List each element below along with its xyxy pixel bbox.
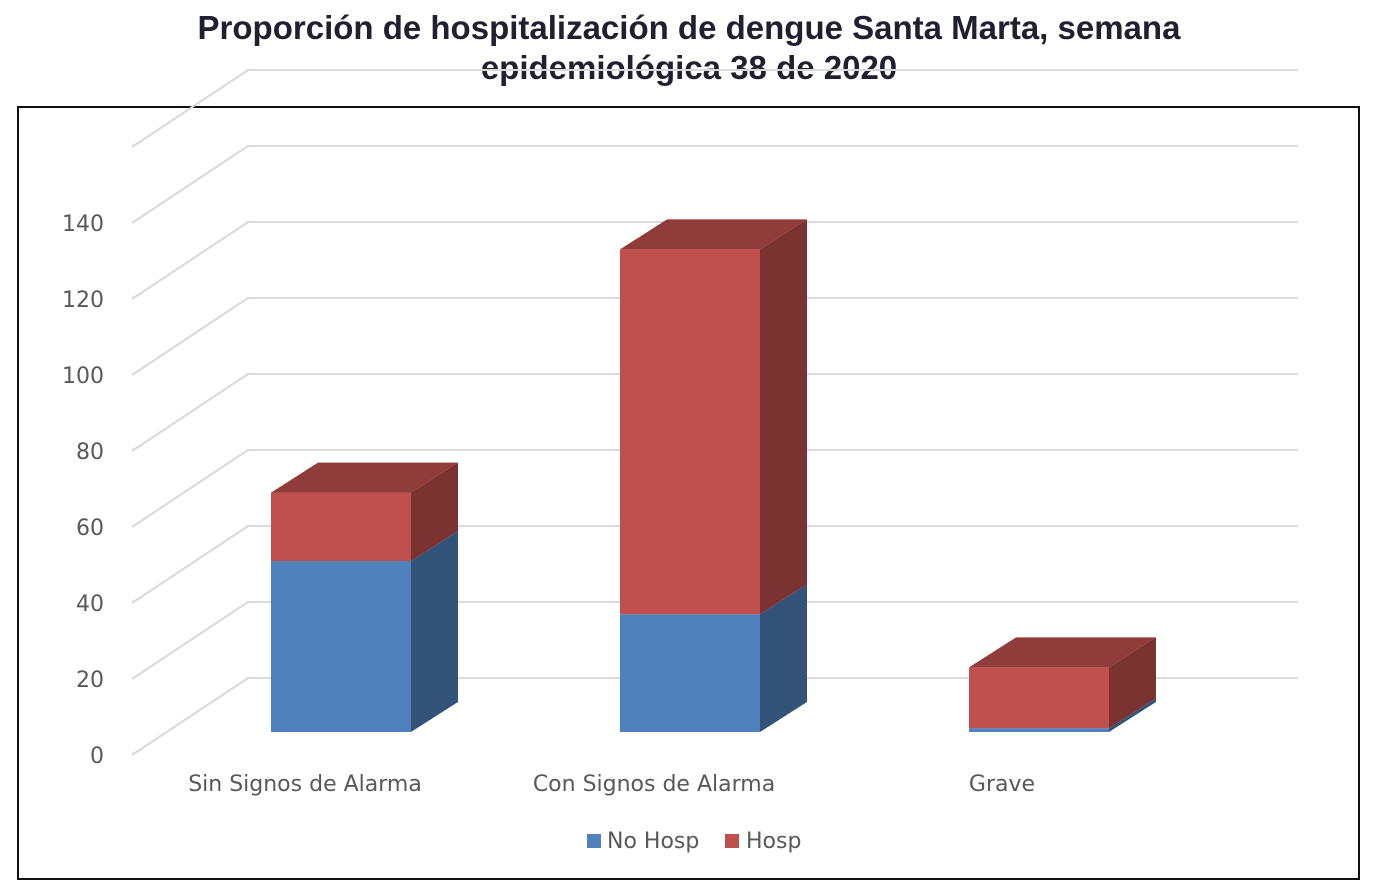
legend-label: No Hosp (607, 829, 699, 854)
bar-segment-hosp (271, 462, 458, 561)
bar-side-face (760, 584, 807, 732)
bar-front-face (620, 614, 760, 732)
y-tick-label: 60 (76, 516, 104, 541)
x-category-label: Sin Signos de Alarma (188, 772, 422, 797)
bar-front-face (969, 728, 1109, 732)
gridline (131, 221, 1298, 300)
legend-label: Hosp (746, 829, 801, 854)
legend-swatch (587, 834, 601, 848)
bar-front-face (620, 249, 760, 615)
bar-segment-no-hosp (969, 698, 1156, 732)
bar-side-face (1109, 698, 1156, 732)
bar-segment-no-hosp (271, 531, 458, 732)
chart-title-line-1: Proporción de hospitalización de dengue … (197, 9, 1181, 46)
legend-item: Hosp (725, 829, 801, 854)
chart-title: Proporción de hospitalización de dengue … (0, 0, 1378, 96)
y-tick-label: 100 (62, 364, 104, 389)
x-category-label: Con Signos de Alarma (533, 772, 775, 797)
y-tick-label: 0 (90, 744, 104, 769)
bar-segment-hosp (620, 219, 807, 615)
gridline (131, 69, 1298, 148)
gridline (131, 373, 1298, 452)
y-axis-ticks: 0 20 40 60 80 100 120 140 (62, 212, 104, 769)
bar-side-face (760, 219, 807, 615)
gridline (131, 145, 1298, 224)
bar-front-face (969, 667, 1109, 729)
y-tick-label: 40 (76, 592, 104, 617)
y-tick-label: 120 (62, 288, 104, 313)
legend-swatch (725, 834, 739, 848)
bar-side-face (1109, 637, 1156, 729)
x-category-label: Grave (969, 772, 1035, 797)
y-tick-label: 80 (76, 440, 104, 465)
bar-side-face (411, 462, 458, 561)
gridline (131, 601, 1298, 680)
y-tick-label: 20 (76, 668, 104, 693)
bar-segment-hosp (969, 637, 1156, 729)
chart-title-line-2: epidemiológica 38 de 2020 (480, 49, 898, 86)
bar-side-face (411, 531, 458, 732)
legend-item: No Hosp (587, 829, 699, 854)
bar-front-face (271, 561, 411, 732)
bar-top-face (271, 462, 458, 493)
gridline (131, 297, 1298, 376)
gridlines (131, 69, 1298, 756)
gridline (131, 677, 1298, 756)
x-axis-categories: Sin Signos de Alarma Con Signos de Alarma… (188, 772, 1035, 797)
bar-top-face (969, 637, 1156, 668)
gridline (131, 525, 1298, 604)
y-tick-label: 140 (62, 212, 104, 237)
bar-front-face (271, 492, 411, 561)
bars (271, 219, 1156, 732)
legend: No Hosp Hosp (587, 829, 801, 854)
gridline (131, 449, 1298, 528)
bar-segment-no-hosp (620, 584, 807, 732)
bar-top-face (620, 219, 807, 250)
